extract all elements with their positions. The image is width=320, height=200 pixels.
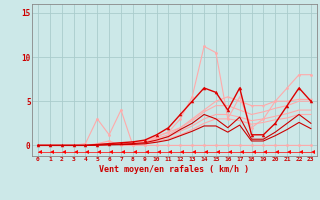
X-axis label: Vent moyen/en rafales ( km/h ): Vent moyen/en rafales ( km/h ) bbox=[100, 165, 249, 174]
